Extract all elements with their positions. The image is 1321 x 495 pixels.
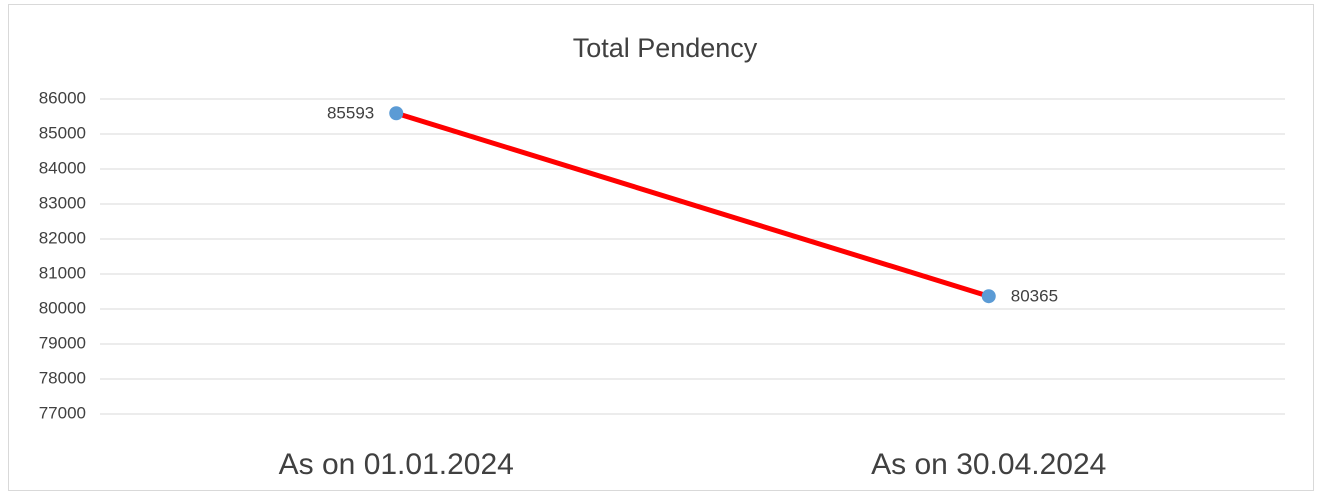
y-tick-label: 82000 [39,228,86,247]
y-tick-label: 78000 [39,368,86,387]
data-point [981,289,996,304]
x-tick-label: As on 30.04.2024 [871,448,1106,481]
y-tick-label: 77000 [39,403,86,422]
chart-title: Total Pendency [573,33,758,63]
data-label: 85593 [327,104,374,123]
data-point [389,106,404,121]
x-tick-label: As on 01.01.2024 [279,448,514,481]
y-tick-label: 79000 [39,333,86,352]
y-tick-label: 80000 [39,298,86,317]
y-tick-label: 85000 [39,123,86,142]
data-label: 80365 [1011,287,1058,306]
chart-border [8,4,1314,491]
y-tick-label: 83000 [39,193,86,212]
y-tick-label: 86000 [39,88,86,107]
series-line [393,110,992,299]
y-tick-label: 81000 [39,263,86,282]
y-tick-label: 84000 [39,158,86,177]
